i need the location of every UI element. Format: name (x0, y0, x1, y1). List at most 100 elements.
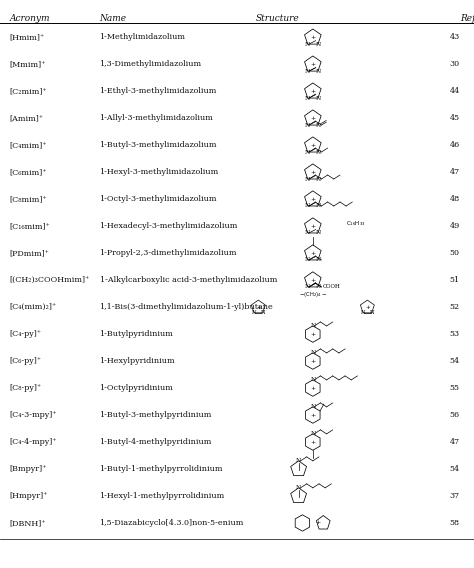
Text: N: N (305, 149, 310, 154)
Text: [C₁₆mim]⁺: [C₁₆mim]⁺ (9, 222, 50, 230)
Text: +: + (310, 35, 316, 40)
Text: [C₄-3-mpy]⁺: [C₄-3-mpy]⁺ (9, 411, 57, 419)
Text: 54: 54 (450, 357, 460, 365)
Text: [C₈mim]⁺: [C₈mim]⁺ (9, 195, 47, 203)
Text: 30: 30 (450, 60, 460, 68)
Text: 44: 44 (449, 87, 460, 95)
Text: N: N (315, 95, 320, 101)
Text: +: + (310, 224, 316, 229)
Text: N: N (310, 404, 316, 410)
Text: $\mathregular{-(CH_2)_4-}$: $\mathregular{-(CH_2)_4-}$ (299, 290, 327, 299)
Text: [C₄mim]⁺: [C₄mim]⁺ (9, 141, 47, 149)
Text: 1-Butyl-4-methylpyridinium: 1-Butyl-4-methylpyridinium (100, 438, 212, 446)
Text: 50: 50 (450, 249, 460, 257)
Text: N: N (369, 310, 374, 315)
Text: N: N (315, 285, 320, 290)
Text: +: + (365, 304, 370, 310)
Text: N: N (310, 377, 316, 382)
Text: N: N (315, 123, 320, 128)
Text: N: N (305, 177, 310, 182)
Text: N: N (296, 458, 301, 463)
Text: +: + (256, 304, 261, 310)
Text: +: + (310, 170, 316, 175)
Text: 1-Hexylpyridinium: 1-Hexylpyridinium (100, 357, 175, 365)
Text: [C₈-py]⁺: [C₈-py]⁺ (9, 384, 42, 392)
Text: N: N (305, 95, 310, 101)
Text: 1-Butyl-3-methylimidazolium: 1-Butyl-3-methylimidazolium (100, 141, 217, 149)
Text: N: N (260, 310, 265, 315)
Text: [C₄(mim)₂]⁺: [C₄(mim)₂]⁺ (9, 303, 56, 311)
Text: 1-Octylpyridinium: 1-Octylpyridinium (100, 384, 173, 392)
Text: 1,5-Diazabicyclo[4.3.0]non-5-enium: 1,5-Diazabicyclo[4.3.0]non-5-enium (100, 519, 244, 527)
Text: N: N (310, 350, 316, 356)
Text: 1-Ethyl-3-methylimidazolium: 1-Ethyl-3-methylimidazolium (100, 87, 217, 95)
Text: +: + (310, 143, 316, 148)
Text: +: + (310, 62, 316, 67)
Text: 1,3-Dimethylimidazolium: 1,3-Dimethylimidazolium (100, 60, 201, 68)
Text: 1-Hexyl-3-methylimidazolium: 1-Hexyl-3-methylimidazolium (100, 168, 219, 176)
Text: +: + (310, 386, 316, 391)
Text: N: N (296, 485, 301, 490)
Text: +: + (310, 332, 316, 337)
Text: 47: 47 (450, 168, 460, 176)
Text: N: N (315, 149, 320, 154)
Text: [PDmim]⁺: [PDmim]⁺ (9, 249, 49, 257)
Text: +: + (310, 440, 316, 445)
Text: +: + (310, 197, 316, 202)
Text: +: + (310, 278, 316, 283)
Text: N: N (305, 257, 310, 262)
Text: 1-Propyl-2,3-dimethylimidazolium: 1-Propyl-2,3-dimethylimidazolium (100, 249, 237, 257)
Text: +: + (310, 89, 316, 94)
Text: 54: 54 (450, 465, 460, 473)
Text: 43: 43 (449, 34, 460, 41)
Text: N: N (305, 123, 310, 128)
Text: +: + (310, 412, 316, 417)
Text: [Bmpyr]⁺: [Bmpyr]⁺ (9, 465, 47, 473)
Text: N: N (361, 310, 365, 315)
Text: COOH: COOH (322, 285, 340, 290)
Text: N: N (315, 177, 320, 182)
Text: 53: 53 (450, 330, 460, 338)
Text: N: N (310, 431, 316, 436)
Text: Reference: Reference (460, 14, 474, 23)
Text: 55: 55 (450, 384, 460, 392)
Text: [C₂mim]⁺: [C₂mim]⁺ (9, 87, 47, 95)
Text: N: N (305, 285, 310, 290)
Text: N: N (305, 69, 310, 74)
Text: N: N (305, 41, 310, 47)
Text: [Amim]⁺: [Amim]⁺ (9, 114, 44, 122)
Text: N: N (315, 203, 320, 208)
Text: 49: 49 (449, 222, 460, 230)
Text: 1-Allyl-3-methylimidazolium: 1-Allyl-3-methylimidazolium (100, 114, 213, 122)
Text: [DBNH]⁺: [DBNH]⁺ (9, 519, 46, 527)
Text: 58: 58 (450, 519, 460, 527)
Text: N: N (315, 257, 320, 262)
Text: 1-Methylimidazolium: 1-Methylimidazolium (100, 34, 185, 41)
Text: [Mmim]⁺: [Mmim]⁺ (9, 60, 46, 68)
Text: Acronym: Acronym (9, 14, 50, 23)
Text: Name: Name (100, 14, 127, 23)
Text: Structure: Structure (256, 14, 300, 23)
Text: 52: 52 (450, 303, 460, 311)
Text: +: + (310, 358, 316, 364)
Text: +: + (310, 116, 316, 121)
Text: 1-Butyl-3-methylpyridinium: 1-Butyl-3-methylpyridinium (100, 411, 212, 419)
Text: 47: 47 (450, 438, 460, 446)
Text: [C₄-4-mpy]⁺: [C₄-4-mpy]⁺ (9, 438, 57, 446)
Text: 1,1-Bis(3-dimethylimidazolium-1-yl)butane: 1,1-Bis(3-dimethylimidazolium-1-yl)butan… (100, 303, 273, 311)
Text: 56: 56 (450, 411, 460, 419)
Text: 37: 37 (450, 492, 460, 500)
Text: 45: 45 (450, 114, 460, 122)
Text: N: N (305, 231, 310, 236)
Text: N: N (315, 69, 320, 74)
Text: N: N (315, 41, 320, 47)
Text: 46: 46 (449, 141, 460, 149)
Text: [(CH₂)₃COOHmim]⁺: [(CH₂)₃COOHmim]⁺ (9, 276, 90, 284)
Text: +: + (315, 520, 320, 525)
Text: $\mathregular{C_{16}H_{33}}$: $\mathregular{C_{16}H_{33}}$ (346, 219, 366, 228)
Text: [C₆-py]⁺: [C₆-py]⁺ (9, 357, 42, 365)
Text: [C₆mim]⁺: [C₆mim]⁺ (9, 168, 47, 176)
Text: +: + (310, 250, 316, 256)
Text: N: N (252, 310, 256, 315)
Text: 48: 48 (450, 195, 460, 203)
